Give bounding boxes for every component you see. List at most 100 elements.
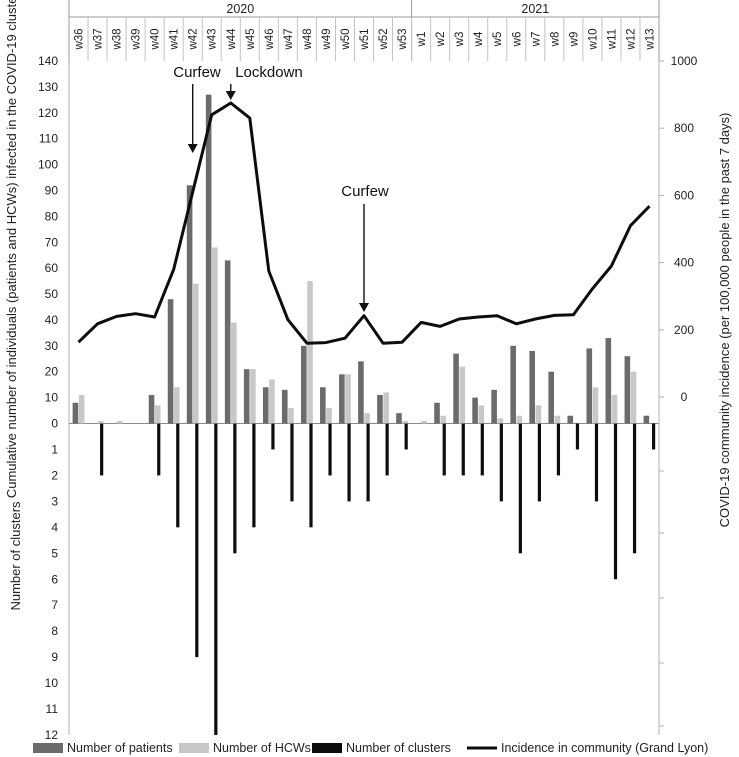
patients-bar xyxy=(262,387,269,424)
year-label: 2020 xyxy=(226,2,254,16)
hcws-bar xyxy=(307,281,313,424)
week-label: w37 xyxy=(93,28,105,50)
clusters-bar xyxy=(537,423,541,502)
week-label: w49 xyxy=(321,28,333,50)
hcws-bar xyxy=(554,415,561,424)
right-axis-title: COVID-19 community incidence (per 100,00… xyxy=(717,113,732,528)
week-label: w45 xyxy=(245,28,257,50)
clusters-bar xyxy=(233,423,237,554)
hcws-bar xyxy=(459,366,466,424)
patients-bar xyxy=(205,94,212,424)
lower-tick-label: 7 xyxy=(51,598,58,612)
patients-bar xyxy=(377,395,383,424)
week-label: w8 xyxy=(549,32,561,48)
week-label: w36 xyxy=(74,28,86,50)
hcws-bar xyxy=(440,415,447,424)
week-label: w42 xyxy=(188,28,200,50)
left-tick-label: 80 xyxy=(45,209,59,223)
left-tick-label: 120 xyxy=(38,106,58,120)
lower-tick-label: 8 xyxy=(51,624,58,638)
clusters-bar xyxy=(442,423,446,476)
hcws-bar xyxy=(345,374,351,424)
week-label: w50 xyxy=(340,28,352,50)
annotation-arrow-head xyxy=(187,144,198,153)
clusters-bar xyxy=(575,423,580,450)
lower-axis-title: Number of clusters xyxy=(8,501,23,611)
clusters-bar xyxy=(366,423,370,502)
lower-tick-label: 2 xyxy=(51,468,58,482)
clusters-bar xyxy=(214,423,218,735)
left-tick-label: 60 xyxy=(45,261,59,275)
patients-bar xyxy=(472,397,478,424)
patients-bar xyxy=(624,356,631,424)
clusters-bar xyxy=(195,423,199,658)
clusters-bar xyxy=(651,423,656,450)
clusters-bar xyxy=(632,423,637,554)
left-axis-title: Cumulative number of individuals (patien… xyxy=(4,0,19,498)
lower-tick-label: 3 xyxy=(51,494,58,508)
clusters-bar xyxy=(309,423,313,528)
clusters-bar xyxy=(518,423,522,554)
hcws-bar xyxy=(250,369,256,424)
week-label: w39 xyxy=(131,28,143,50)
patients-bar xyxy=(434,402,440,424)
right-tick-label: 1000 xyxy=(671,54,698,68)
week-label: w44 xyxy=(226,28,238,51)
patients-bar xyxy=(148,395,155,424)
left-tick-label: 50 xyxy=(45,287,59,301)
annotation-arrow-head xyxy=(225,91,236,100)
week-label: w47 xyxy=(283,28,295,50)
clusters-bar xyxy=(252,423,256,528)
week-label: w48 xyxy=(302,28,314,50)
hcws-bar xyxy=(154,405,161,424)
hcws-bar xyxy=(592,387,599,424)
clusters-bar xyxy=(347,423,351,502)
week-label: w1 xyxy=(416,32,428,48)
clusters-bar xyxy=(461,423,465,476)
patients-bar xyxy=(72,402,79,424)
left-tick-label: 40 xyxy=(45,313,59,327)
hcws-bar xyxy=(78,395,85,424)
clusters-bar xyxy=(499,423,503,502)
patients-bar xyxy=(548,371,555,424)
clusters-bar xyxy=(613,423,618,580)
lower-tick-label: 4 xyxy=(51,520,58,534)
left-tick-label: 10 xyxy=(45,391,59,405)
patients-bar xyxy=(567,415,574,424)
right-axis: 0 200 400 600 800 1000 xyxy=(658,54,698,735)
clusters-bar xyxy=(176,423,180,528)
right-tick-label: 600 xyxy=(674,188,694,202)
patients-bar xyxy=(186,185,193,424)
patients-bar xyxy=(320,387,326,424)
week-label: w53 xyxy=(397,28,409,50)
hcws-bar xyxy=(421,420,427,424)
right-tick-label: 800 xyxy=(674,121,694,135)
week-label: w7 xyxy=(530,32,542,48)
hcws-bar xyxy=(116,420,123,424)
hcws-bar xyxy=(402,420,408,424)
right-tick-label: 400 xyxy=(674,256,694,270)
clusters-bar xyxy=(157,423,161,476)
lower-tick-label: 1 xyxy=(51,442,58,456)
bars xyxy=(72,94,656,735)
hcws-bar xyxy=(516,415,523,424)
hcws-bar xyxy=(288,407,294,424)
patients-bar xyxy=(224,260,231,424)
left-tick-label: 130 xyxy=(38,80,58,94)
patients-bar xyxy=(358,361,364,424)
hcws-bar xyxy=(383,392,389,424)
annotation-label: Curfew xyxy=(173,64,221,81)
clusters-bar xyxy=(328,423,332,476)
legend-swatch xyxy=(312,743,342,753)
header-grid: 2020 2021 w36 w37 w38 w39 w40 w41 w42 w43 w44 w45 w4… xyxy=(68,0,660,61)
week-label: w5 xyxy=(492,32,504,48)
lower-tick-label: 5 xyxy=(51,546,58,560)
week-label: w13 xyxy=(644,28,656,50)
legend: Number of patients Number of HCWs Number o… xyxy=(33,741,708,755)
hcws-bar xyxy=(497,418,504,424)
year-label: 2021 xyxy=(521,2,549,16)
patients-bar xyxy=(339,374,345,424)
week-label: w2 xyxy=(435,32,447,48)
clusters-bar xyxy=(100,423,104,476)
